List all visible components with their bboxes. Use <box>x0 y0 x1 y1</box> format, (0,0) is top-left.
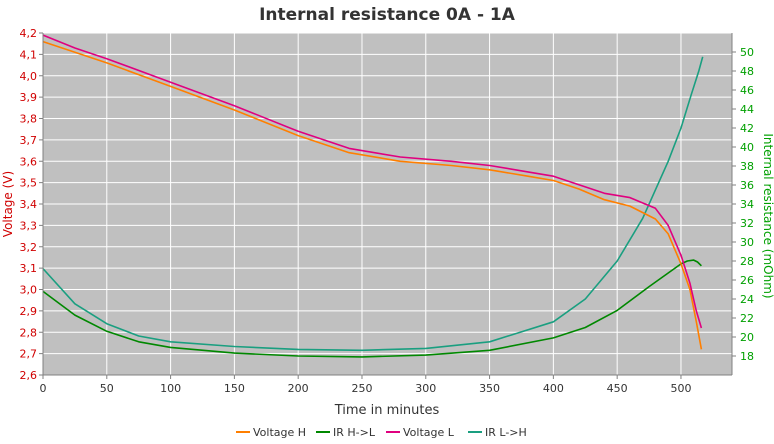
y-left-tick-label: 3,9 <box>20 91 38 104</box>
y-left-tick-label: 3,1 <box>20 262 38 275</box>
y-right-tick-label: 44 <box>740 103 754 116</box>
y-right-tick-label: 34 <box>740 198 754 211</box>
series-line-voltage-l <box>42 34 703 329</box>
y-left-tick-label: 3,6 <box>20 155 38 168</box>
x-tick-label: 100 <box>160 382 181 395</box>
legend-label: Voltage L <box>403 426 455 439</box>
x-tick-label: 200 <box>288 382 309 395</box>
x-tick-label: 250 <box>351 382 372 395</box>
legend-item: IR L->H <box>468 426 527 439</box>
legend-label: Voltage H <box>253 426 306 439</box>
series-line-ir-h-l <box>42 259 702 358</box>
y-left-axis-label: Voltage (V) <box>1 171 15 237</box>
legend-item: Voltage H <box>236 426 306 439</box>
y-right-tick-label: 26 <box>740 274 754 287</box>
y-right-tick-label: 36 <box>740 179 754 192</box>
x-tick-label: 300 <box>415 382 436 395</box>
x-axis-label: Time in minutes <box>334 403 440 418</box>
y-left-tick-label: 3,5 <box>20 177 38 190</box>
y-right-ticks: 18 20 22 24 26 28 30 32 34 36 38 40 42 44 46 48 50 <box>732 46 754 363</box>
y-left-tick-label: 3,8 <box>20 113 38 126</box>
y-right-tick-label: 28 <box>740 255 754 268</box>
y-right-tick-label: 38 <box>740 160 754 173</box>
y-left-tick-label: 2,9 <box>20 305 38 318</box>
y-right-axis-label: Internal resistance (mOhm) <box>761 133 774 298</box>
y-left-tick-label: 2,7 <box>20 348 38 361</box>
y-left-tick-label: 3,4 <box>20 198 38 211</box>
legend-item: IR H->L <box>316 426 376 439</box>
y-right-tick-label: 30 <box>740 236 754 249</box>
x-tick-label: 400 <box>543 382 564 395</box>
y-right-tick-label: 22 <box>740 312 754 325</box>
y-right-tick-label: 46 <box>740 84 754 97</box>
legend-label: IR L->H <box>485 426 527 439</box>
series-lines <box>42 34 704 358</box>
y-right-tick-label: 42 <box>740 122 754 135</box>
y-right-tick-label: 20 <box>740 331 754 344</box>
y-right-tick-label: 50 <box>740 46 754 59</box>
x-ticks: 0 50 100 150 200 250 300 350 400 450 500 <box>40 375 691 395</box>
x-tick-label: 500 <box>670 382 691 395</box>
y-left-tick-label: 4,1 <box>20 48 38 61</box>
legend: Voltage H IR H->L Voltage L IR L->H <box>236 426 527 439</box>
y-left-tick-label: 4,2 <box>20 27 38 40</box>
y-left-tick-label: 3,2 <box>20 241 38 254</box>
y-right-tick-label: 18 <box>740 350 754 363</box>
legend-label: IR H->L <box>333 426 376 439</box>
y-left-tick-label: 2,6 <box>20 369 38 382</box>
y-right-tick-label: 32 <box>740 217 754 230</box>
y-right-tick-label: 48 <box>740 65 754 78</box>
y-left-tick-label: 2,8 <box>20 326 38 339</box>
y-left-tick-label: 4,0 <box>20 70 38 83</box>
x-tick-label: 50 <box>100 382 114 395</box>
y-right-tick-label: 40 <box>740 141 754 154</box>
y-left-tick-label: 3,0 <box>20 284 38 297</box>
x-tick-label: 350 <box>479 382 500 395</box>
x-tick-label: 450 <box>607 382 628 395</box>
x-tick-label: 0 <box>40 382 47 395</box>
legend-item: Voltage L <box>386 426 455 439</box>
y-left-tick-label: 3,7 <box>20 134 38 147</box>
y-left-ticks: 2,6 2,7 2,8 2,9 3,0 3,1 3,2 3,3 3,4 3,5 3,6 3,7 3,8 3… <box>20 27 43 382</box>
series-line-voltage-h <box>42 40 703 350</box>
series-line-ir-l-h <box>42 56 704 352</box>
chart-title: Internal resistance 0A - 1A <box>259 5 516 25</box>
grid-lines <box>42 32 732 376</box>
y-left-tick-label: 3,3 <box>20 219 38 232</box>
y-right-tick-label: 24 <box>740 293 754 306</box>
x-tick-label: 150 <box>224 382 245 395</box>
